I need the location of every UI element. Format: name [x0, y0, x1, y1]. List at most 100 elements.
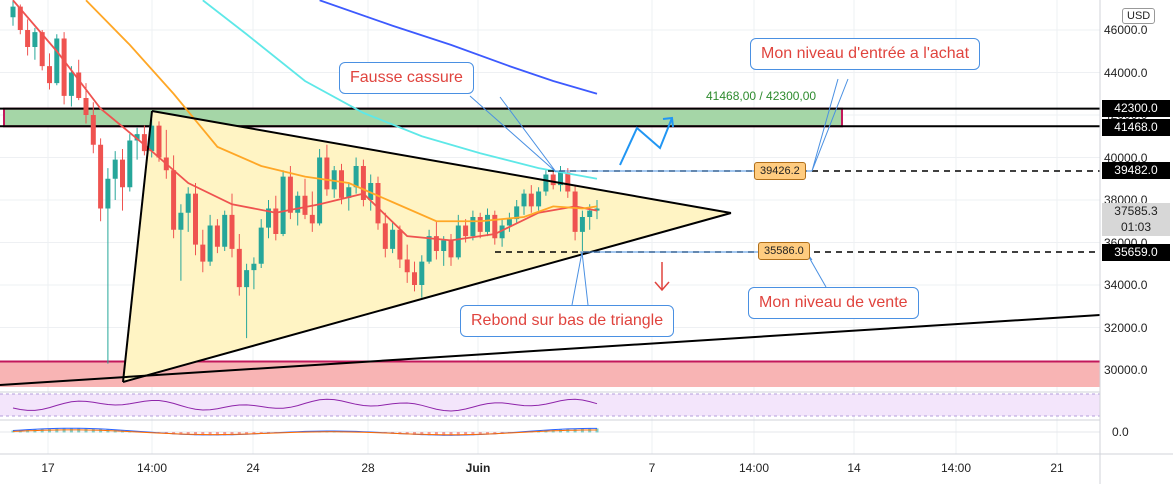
x-tick-label: 14:00 [136, 461, 168, 475]
candle-body-34 [258, 227, 264, 264]
callout-pointer-fausse [469, 95, 557, 173]
candle-body-2 [25, 30, 31, 47]
candle-body-18 [141, 134, 147, 152]
macd-bar-24 [186, 432, 190, 435]
macd-bar-0 [11, 430, 15, 433]
candle-body-59 [441, 240, 447, 251]
callout-sell-level[interactable]: Mon niveau de vente [748, 287, 919, 319]
candle-body-37 [280, 176, 286, 234]
moving-averages [12, 0, 598, 242]
candle-body-48 [360, 166, 366, 200]
candle-body-6 [54, 38, 60, 84]
macd-bar-62 [464, 432, 468, 436]
candle-body-52 [390, 229, 396, 249]
candle-body-69 [514, 206, 520, 220]
y-tick-label: 34000.0 [1104, 278, 1148, 292]
candle-body-33 [251, 263, 257, 271]
price-label: 35659.0 [1102, 244, 1170, 261]
macd-bar-30 [230, 432, 234, 436]
price-label: 41468.0 [1102, 119, 1170, 136]
price-label: 42300.0 [1102, 100, 1170, 117]
candle-body-66 [492, 214, 498, 239]
entry-level-tag[interactable]: 39426.2 [754, 162, 806, 180]
candle-body-24 [185, 193, 191, 213]
y-tick-label: 40000.0 [1104, 150, 1148, 165]
candle-body-72 [536, 191, 542, 207]
macd-bar-32 [245, 432, 249, 435]
triangle-upper-edge [151, 110, 732, 214]
price-label: 37585.3 [1102, 203, 1170, 220]
candle-body-10 [83, 98, 89, 115]
x-tick-label: 28 [361, 461, 375, 475]
callout-entry-level[interactable]: Mon niveau d'entrée a l'achat [750, 38, 981, 70]
macd-bar-31 [237, 432, 241, 435]
candle-body-1 [17, 6, 23, 30]
candle-body-11 [90, 115, 96, 145]
currency-label[interactable]: USD [1122, 8, 1156, 24]
callout-fausse-cassure[interactable]: Fausse cassure [339, 62, 474, 94]
candle-body-27 [207, 225, 213, 262]
macd-bar-56 [420, 432, 424, 436]
candle-body-7 [61, 38, 67, 96]
candle-body-60 [448, 240, 454, 258]
oscillator-panels [0, 391, 1100, 436]
sell-level-tag[interactable]: 35586.0 [758, 242, 810, 260]
candle-body-32 [244, 270, 250, 288]
macd-bar-25 [194, 432, 197, 436]
candle-body-43 [324, 157, 330, 190]
price-label: 39482.0 [1102, 162, 1170, 179]
x-tick-label: 14:00 [738, 461, 770, 475]
candle-body-25 [193, 193, 198, 245]
macd-bar-22 [172, 432, 176, 435]
candle-body-45 [339, 170, 344, 198]
macd-bar-34 [259, 432, 263, 434]
candle-body-58 [433, 236, 439, 251]
candle-body-63 [470, 217, 476, 237]
macd-bar-64 [478, 432, 482, 436]
long-trendline [0, 314, 1101, 386]
ma-cyan [202, 0, 598, 180]
triangle-lower-edge [122, 212, 732, 383]
x-tick-label: Juin [465, 461, 491, 475]
x-tick-label: 21 [1050, 461, 1064, 475]
candle-body-40 [302, 195, 308, 215]
candle-body-56 [419, 261, 425, 285]
candle-body-17 [134, 134, 140, 141]
candle-body-79 [587, 210, 593, 217]
callout-rebound[interactable]: Rebond sur bas de triangle [460, 305, 675, 337]
candle-body-42 [317, 157, 323, 224]
candle-body-46 [346, 187, 352, 198]
x-tick-label: 24 [246, 461, 260, 475]
x-tick-label: 14:00 [940, 461, 972, 475]
candle-body-70 [521, 193, 527, 207]
candle-body-44 [331, 170, 337, 190]
candle-body-51 [382, 223, 388, 249]
callout-pointer-rebond [571, 251, 589, 306]
candle-body-73 [543, 174, 549, 192]
candle-body-54 [404, 259, 410, 273]
macd-bar-58 [434, 432, 438, 436]
projection-arrow-up [619, 117, 673, 166]
price-label: 01:03 [1102, 219, 1170, 236]
macd-bar-27 [208, 432, 212, 436]
rsi-band [0, 394, 1100, 416]
candle-body-41 [309, 214, 315, 224]
candle-body-61 [455, 225, 461, 258]
macd-bar-59 [442, 432, 446, 436]
candle-body-68 [506, 219, 512, 226]
macd-bar-63 [471, 432, 475, 436]
macd-bar-65 [486, 432, 489, 435]
macd-bar-33 [252, 432, 256, 435]
projection-arrow-up-head [662, 116, 674, 128]
y-tick-label: 32000.0 [1104, 320, 1148, 335]
candle-body-80 [594, 208, 600, 211]
candle-body-28 [214, 225, 220, 247]
candle-body-64 [477, 217, 483, 232]
candle-body-57 [426, 236, 432, 262]
candle-body-67 [499, 225, 505, 239]
candle-body-15 [120, 159, 125, 188]
candle-body-35 [266, 208, 271, 228]
callout-pointer-entry [811, 78, 849, 172]
macd-bar-26 [201, 432, 205, 436]
candle-body-78 [579, 217, 585, 232]
